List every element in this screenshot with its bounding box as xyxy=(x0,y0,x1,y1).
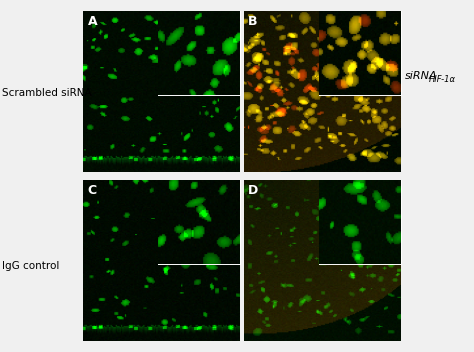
Text: HIF-1α: HIF-1α xyxy=(429,75,456,84)
Text: IgG control: IgG control xyxy=(2,261,60,271)
Text: D: D xyxy=(248,184,259,197)
Text: siRNA: siRNA xyxy=(405,71,438,81)
Text: C: C xyxy=(88,184,97,197)
Text: A: A xyxy=(88,15,97,29)
Text: B: B xyxy=(248,15,258,29)
Text: Scrambled siRNA: Scrambled siRNA xyxy=(2,88,92,98)
